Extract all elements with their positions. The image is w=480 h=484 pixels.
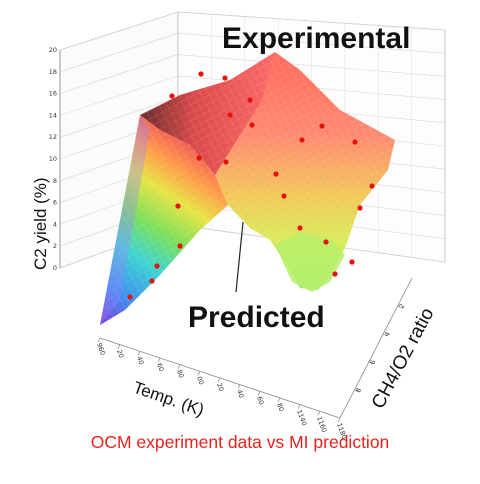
figure-caption: OCM experiment data vs MI prediction	[90, 432, 390, 452]
experimental-point	[357, 205, 363, 211]
gridline	[59, 11, 446, 51]
experimental-point	[352, 139, 358, 145]
y-tick-label: 6	[369, 359, 378, 366]
x-tick-mark	[197, 371, 201, 376]
experimental-point	[369, 183, 375, 189]
x-tick-mark	[177, 364, 181, 369]
x-tick-mark	[157, 357, 161, 363]
experimental-point	[149, 278, 155, 284]
x-tick-label: 60	[255, 395, 265, 406]
x-tick-label: 20	[215, 382, 225, 393]
experimental-point	[198, 71, 204, 77]
experimental-point	[332, 271, 338, 277]
x-tick-label: 80	[175, 369, 185, 380]
x-tick-mark	[317, 411, 321, 416]
y-axis-label: CH4/O2 ratio	[368, 305, 439, 413]
experimental-point	[177, 243, 183, 249]
x-tick-mark	[97, 337, 101, 343]
z-tick-label: 20	[49, 46, 57, 54]
z-tick-label: 6	[53, 199, 57, 207]
z-tick-label: 0	[53, 264, 57, 272]
z-tick-label: 4	[53, 220, 57, 228]
x-tick-mark	[137, 351, 141, 356]
experimental-point	[169, 93, 175, 99]
y-tick-label: 8	[354, 387, 363, 394]
x-tick-label: 00	[195, 375, 205, 386]
y-tick-mark	[368, 361, 373, 365]
x-tick-mark	[297, 404, 301, 409]
z-tick-label: 14	[49, 111, 57, 119]
experimental-point	[127, 294, 133, 300]
annotation-predicted: Predicted	[188, 301, 325, 334]
x-tick-label: 20	[115, 349, 125, 360]
experimental-point	[222, 75, 228, 81]
x-tick-label: 1160	[315, 415, 328, 433]
experimental-point	[154, 263, 160, 269]
experimental-point	[273, 171, 279, 177]
x-tick-mark	[217, 377, 221, 383]
gridline	[59, 32, 446, 73]
experimental-point	[249, 122, 255, 128]
gridline	[59, 75, 446, 116]
z-axis-label: C2 yield (%)	[31, 177, 50, 270]
x-axis-label: Temp. (K)	[131, 378, 207, 420]
experimental-point	[196, 155, 202, 161]
annotation-experimental: Experimental	[222, 22, 410, 55]
x-tick-label: 40	[235, 389, 245, 400]
x-tick-mark	[257, 391, 261, 396]
x-tick-mark	[117, 344, 121, 349]
z-axis-ticks: 0 2 4 6 8 10 12 14 16 18 20	[49, 46, 57, 272]
y-tick-mark	[397, 305, 402, 309]
z-tick-label: 16	[49, 90, 57, 98]
x-tick-mark	[277, 397, 281, 403]
experimental-point	[299, 137, 305, 143]
experimental-point	[297, 225, 303, 231]
experimental-point	[247, 97, 253, 103]
annotation-leader-line	[235, 221, 244, 293]
x-tick-label: 960	[95, 342, 107, 356]
experimental-point	[175, 203, 181, 209]
x-tick-label: 80	[275, 402, 285, 413]
experimental-point	[227, 112, 233, 118]
y-axis-line	[339, 277, 413, 419]
z-tick-label: 12	[49, 133, 57, 141]
z-tick-label: 10	[49, 155, 57, 163]
y-tick-mark	[383, 333, 388, 337]
y-tick-mark	[354, 389, 359, 393]
experimental-point	[319, 123, 325, 129]
gridline	[59, 54, 446, 94]
experimental-point	[349, 259, 355, 265]
y-tick-label: 4	[383, 331, 392, 338]
y-axis-ticks: 2 4 6 8	[354, 303, 406, 394]
experimental-points	[127, 71, 375, 300]
y-tick-label: 2	[397, 303, 406, 310]
experimental-point	[223, 159, 229, 165]
x-tick-mark	[337, 417, 341, 423]
experimental-point	[281, 193, 287, 199]
z-tick-label: 8	[53, 177, 57, 185]
predicted-surface	[100, 52, 395, 325]
x-tick-label: 1140	[295, 409, 308, 427]
x-tick-label: 60	[155, 362, 165, 373]
experimental-point	[323, 239, 329, 245]
z-tick-label: 18	[49, 68, 57, 76]
x-tick-label: 40	[135, 355, 145, 366]
z-tick-label: 2	[53, 242, 57, 250]
x-tick-mark	[237, 384, 241, 389]
